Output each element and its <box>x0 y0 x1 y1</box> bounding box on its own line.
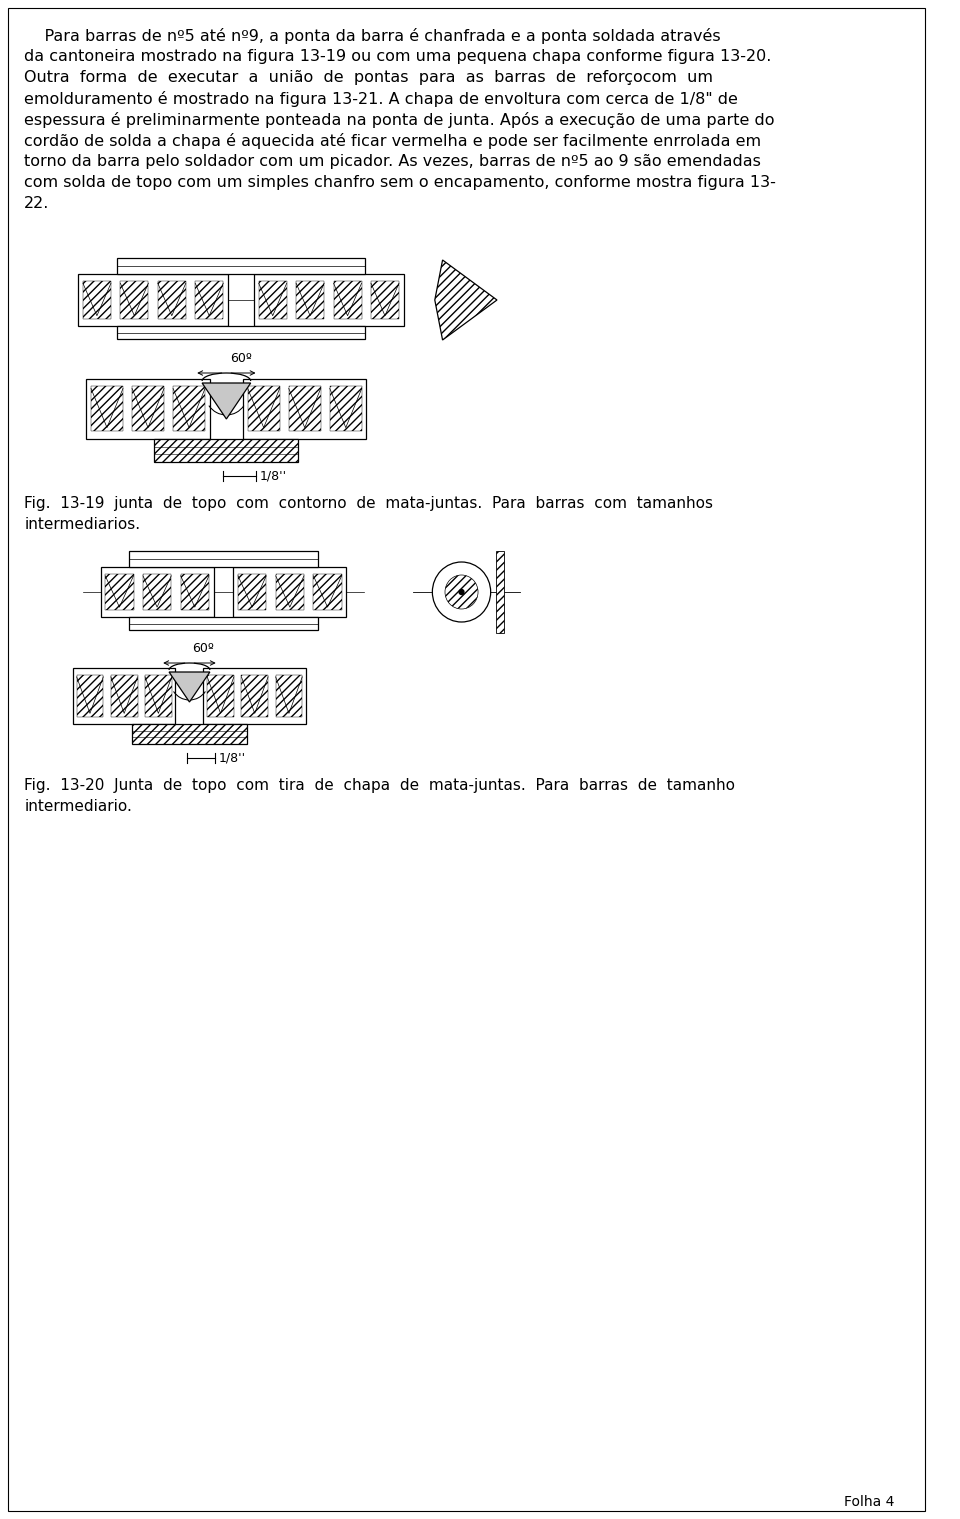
Text: Folha 4: Folha 4 <box>844 1495 894 1508</box>
Text: emolduramento é mostrado na figura 13-21. A chapa de envoltura com cerca de 1/8": emolduramento é mostrado na figura 13-21… <box>24 91 738 106</box>
Bar <box>73 668 176 725</box>
Bar <box>495 551 504 633</box>
Text: Fig.  13-19  junta  de  topo  com  contorno  de  mata-juntas.  Para  barras  com: Fig. 13-19 junta de topo com contorno de… <box>24 497 713 510</box>
Text: 60º: 60º <box>230 352 252 365</box>
Bar <box>143 574 171 611</box>
Text: da cantoneira mostrado na figura 13-19 ou com uma pequena chapa conforme figura : da cantoneira mostrado na figura 13-19 o… <box>24 49 772 64</box>
Bar <box>333 281 362 319</box>
Bar <box>276 574 304 611</box>
Bar <box>204 668 306 725</box>
Polygon shape <box>435 260 497 340</box>
Text: intermediarios.: intermediarios. <box>24 516 140 532</box>
Bar <box>207 674 234 717</box>
Text: espessura é preliminarmente ponteada na ponta de junta. Após a execução de uma p: espessura é preliminarmente ponteada na … <box>24 112 775 128</box>
Text: 60º: 60º <box>192 643 214 655</box>
Bar <box>117 327 365 339</box>
Bar <box>330 386 362 431</box>
Circle shape <box>459 589 464 594</box>
Circle shape <box>432 562 491 621</box>
Bar <box>155 439 299 462</box>
Text: torno da barra pelo soldador com um picador. As vezes, barras de nº5 ao 9 são em: torno da barra pelo soldador com um pica… <box>24 153 761 169</box>
Bar <box>120 281 149 319</box>
Bar <box>157 281 186 319</box>
Bar <box>371 281 399 319</box>
Bar <box>238 574 266 611</box>
Bar <box>241 674 268 717</box>
Text: cordão de solda a chapa é aquecida até ficar vermelha e pode ser facilmente enrr: cordão de solda a chapa é aquecida até f… <box>24 134 761 149</box>
Circle shape <box>445 576 478 609</box>
Bar <box>289 386 321 431</box>
Bar <box>173 386 205 431</box>
Bar <box>254 273 404 327</box>
Polygon shape <box>169 671 210 702</box>
Bar <box>296 281 324 319</box>
Text: Fig.  13-20  Junta  de  topo  com  tira  de  chapa  de  mata-juntas.  Para  barr: Fig. 13-20 Junta de topo com tira de cha… <box>24 778 735 793</box>
Text: 1/8'': 1/8'' <box>259 469 286 483</box>
Bar <box>86 380 209 439</box>
Bar <box>106 574 133 611</box>
Text: Outra  forma  de  executar  a  união  de  pontas  para  as  barras  de  reforçoc: Outra forma de executar a união de ponta… <box>24 70 713 85</box>
Bar <box>129 617 318 630</box>
Bar <box>78 273 228 327</box>
Bar <box>180 574 209 611</box>
Bar <box>248 386 279 431</box>
Bar <box>313 574 342 611</box>
Bar <box>145 674 172 717</box>
Bar <box>117 258 365 273</box>
Text: 22.: 22. <box>24 196 50 211</box>
Bar <box>77 674 104 717</box>
Bar <box>83 281 111 319</box>
Polygon shape <box>203 383 251 419</box>
Bar <box>195 281 224 319</box>
Bar <box>132 386 164 431</box>
Bar <box>132 725 247 744</box>
Bar <box>233 567 347 617</box>
Text: 1/8'': 1/8'' <box>219 752 246 764</box>
Bar <box>129 551 318 567</box>
Bar <box>91 386 123 431</box>
Bar <box>101 567 214 617</box>
Text: Para barras de nº5 até nº9, a ponta da barra é chanfrada e a ponta soldada atrav: Para barras de nº5 até nº9, a ponta da b… <box>24 27 721 44</box>
Bar <box>276 674 302 717</box>
Text: intermediario.: intermediario. <box>24 799 132 814</box>
Bar <box>110 674 137 717</box>
Bar <box>258 281 287 319</box>
Bar <box>243 380 367 439</box>
Text: com solda de topo com um simples chanfro sem o encapamento, conforme mostra figu: com solda de topo com um simples chanfro… <box>24 175 777 190</box>
